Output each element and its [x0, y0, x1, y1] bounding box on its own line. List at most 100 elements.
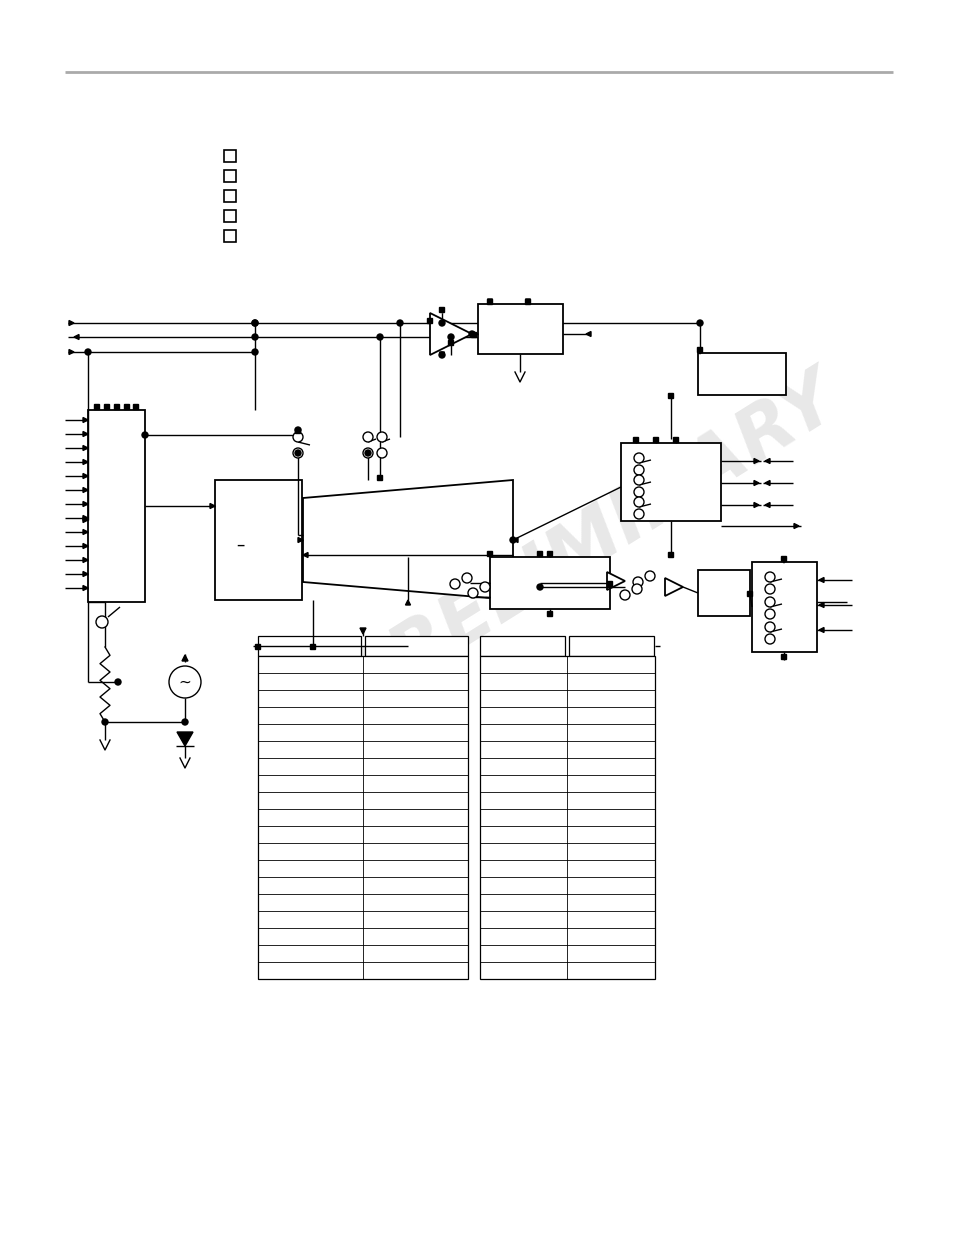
- Bar: [479, 636, 564, 656]
- Polygon shape: [83, 459, 88, 464]
- Circle shape: [631, 584, 641, 594]
- Polygon shape: [74, 335, 79, 340]
- Polygon shape: [664, 578, 682, 597]
- Bar: [487, 299, 492, 304]
- Circle shape: [634, 487, 643, 496]
- Circle shape: [634, 496, 643, 508]
- Bar: [295, 427, 300, 432]
- Polygon shape: [753, 480, 759, 485]
- Bar: [103, 404, 109, 409]
- Polygon shape: [439, 352, 444, 357]
- Polygon shape: [303, 480, 513, 600]
- Bar: [653, 436, 658, 441]
- Circle shape: [396, 320, 402, 326]
- Polygon shape: [697, 350, 701, 354]
- Bar: [377, 474, 382, 479]
- Circle shape: [293, 432, 303, 442]
- Polygon shape: [405, 600, 410, 605]
- Bar: [781, 653, 785, 658]
- Bar: [633, 436, 638, 441]
- Polygon shape: [83, 572, 88, 577]
- Bar: [257, 636, 360, 656]
- Polygon shape: [585, 331, 590, 336]
- Polygon shape: [764, 480, 769, 485]
- Polygon shape: [793, 524, 799, 529]
- Polygon shape: [83, 431, 88, 436]
- Text: ~: ~: [178, 674, 192, 689]
- Circle shape: [644, 571, 655, 580]
- Circle shape: [633, 577, 642, 587]
- Bar: [537, 551, 542, 556]
- Polygon shape: [606, 572, 624, 590]
- Bar: [133, 404, 138, 409]
- Bar: [698, 353, 785, 395]
- Circle shape: [85, 350, 91, 354]
- Bar: [781, 556, 785, 561]
- Circle shape: [376, 448, 387, 458]
- Circle shape: [438, 352, 444, 358]
- Bar: [668, 552, 673, 557]
- Polygon shape: [781, 558, 785, 563]
- Bar: [255, 643, 260, 648]
- Circle shape: [634, 509, 643, 519]
- Polygon shape: [818, 627, 823, 632]
- Circle shape: [510, 537, 516, 543]
- Polygon shape: [69, 321, 74, 326]
- Bar: [224, 210, 235, 222]
- Circle shape: [169, 666, 201, 698]
- Circle shape: [142, 432, 148, 438]
- Polygon shape: [83, 501, 88, 506]
- Bar: [123, 404, 129, 409]
- Bar: [620, 443, 720, 521]
- Polygon shape: [818, 603, 823, 608]
- Polygon shape: [182, 655, 188, 661]
- Bar: [93, 404, 98, 409]
- Circle shape: [294, 450, 301, 456]
- Circle shape: [182, 719, 188, 725]
- Bar: [365, 636, 468, 656]
- Bar: [697, 347, 701, 352]
- Circle shape: [448, 333, 454, 340]
- Circle shape: [293, 448, 303, 458]
- Polygon shape: [83, 417, 88, 422]
- Polygon shape: [753, 458, 759, 463]
- Bar: [427, 317, 432, 322]
- Polygon shape: [83, 530, 88, 535]
- Circle shape: [450, 579, 459, 589]
- Bar: [214, 480, 302, 600]
- Bar: [439, 306, 444, 311]
- Bar: [568, 636, 654, 656]
- Circle shape: [634, 466, 643, 475]
- Circle shape: [96, 616, 108, 629]
- Polygon shape: [764, 503, 769, 508]
- Bar: [673, 436, 678, 441]
- Polygon shape: [83, 446, 88, 451]
- Bar: [547, 551, 552, 556]
- Polygon shape: [753, 503, 759, 508]
- Circle shape: [363, 448, 373, 458]
- Circle shape: [363, 432, 373, 442]
- Polygon shape: [83, 515, 88, 520]
- Circle shape: [252, 320, 257, 326]
- Circle shape: [764, 572, 774, 582]
- Polygon shape: [297, 537, 303, 542]
- Circle shape: [537, 584, 542, 590]
- Bar: [448, 340, 453, 345]
- Circle shape: [102, 719, 108, 725]
- Bar: [224, 170, 235, 182]
- Bar: [525, 299, 530, 304]
- Polygon shape: [83, 473, 88, 478]
- Bar: [224, 190, 235, 203]
- Bar: [487, 551, 492, 556]
- Circle shape: [619, 590, 629, 600]
- Circle shape: [634, 475, 643, 485]
- Polygon shape: [513, 537, 517, 542]
- Polygon shape: [83, 543, 88, 548]
- Bar: [113, 404, 118, 409]
- Circle shape: [365, 450, 371, 456]
- Circle shape: [294, 427, 301, 433]
- Bar: [471, 331, 476, 336]
- Polygon shape: [359, 629, 366, 634]
- Bar: [479, 656, 655, 979]
- Circle shape: [376, 333, 382, 340]
